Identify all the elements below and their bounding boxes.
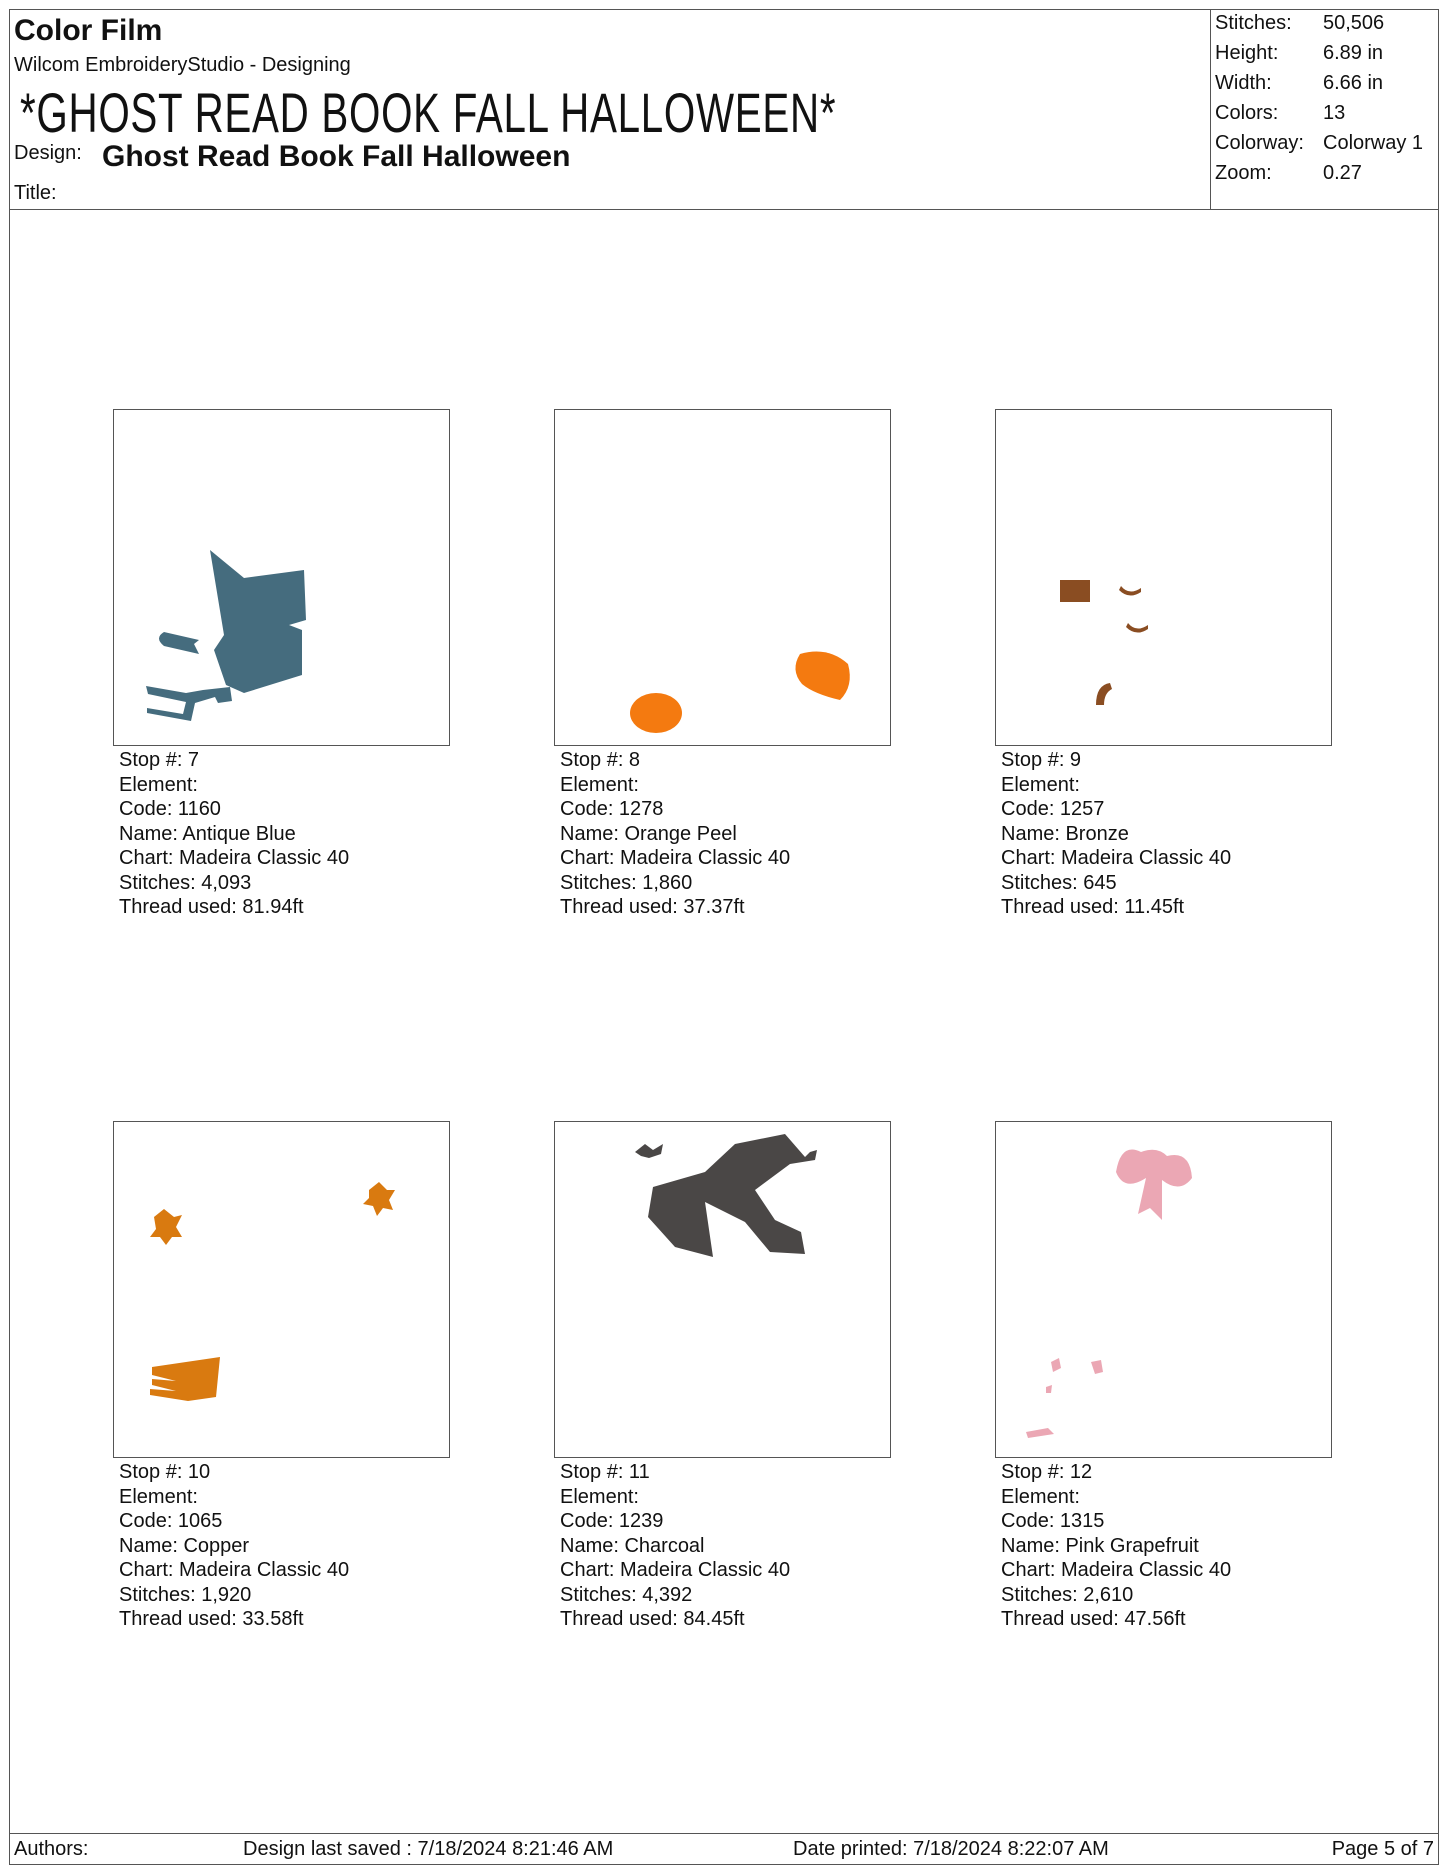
stitch-preview <box>995 1121 1332 1458</box>
stop-stitches: Stitches: 4,392 <box>560 1583 693 1606</box>
stop-name: Name: Orange Peel <box>560 822 737 845</box>
thread-shape-icon <box>630 651 850 733</box>
stat-label: Width: <box>1215 72 1272 94</box>
stop-thread: Thread used: 84.45ft <box>560 1608 745 1630</box>
color-stop-card: Stop #: 12 Element: Code: 1315 Name: Pink G… <box>995 1121 1335 1632</box>
stop-chart: Chart: Madeira Classic 40 <box>560 847 791 869</box>
stop-stitches: Stitches: 1,860 <box>560 871 693 894</box>
stop-stop: Stop #: 8 <box>560 749 641 771</box>
footer: Authors: Design last saved : 7/18/2024 8… <box>10 1833 1438 1865</box>
stop-name: Name: Copper <box>119 1534 250 1557</box>
stop-stop: Stop #: 10 <box>119 1461 211 1483</box>
stop-element: Element: <box>119 1485 198 1508</box>
stop-chart: Chart: Madeira Classic 40 <box>1001 847 1232 869</box>
stop-thread: Thread used: 33.58ft <box>119 1608 304 1630</box>
stop-chart: Chart: Madeira Classic 40 <box>1001 1559 1232 1581</box>
stop-thread: Thread used: 81.94ft <box>119 896 304 918</box>
stop-thread: Thread used: 47.56ft <box>1001 1608 1186 1630</box>
stop-thread: Thread used: 11.45ft <box>1001 896 1185 918</box>
color-stop-card: Stop #: 9 Element: Code: 1257 Name: Bronze C… <box>995 409 1335 920</box>
color-film-page: Color Film Wilcom EmbroideryStudio - Des… <box>9 9 1439 1865</box>
stop-element: Element: <box>560 773 639 796</box>
stop-stitches: Stitches: 4,093 <box>119 871 252 894</box>
stop-name: Name: Bronze <box>1001 822 1129 845</box>
stop-element: Element: <box>1001 1485 1080 1508</box>
color-stop-card: Stop #: 8 Element: Code: 1278 Name: Orange … <box>554 409 894 920</box>
stitch-preview <box>554 409 891 746</box>
stat-value: 50,506 <box>1323 12 1385 34</box>
stop-name: Name: Pink Grapefruit <box>1001 1534 1199 1557</box>
stat-value: 6.89 in <box>1323 42 1384 64</box>
design-big-title: *GHOST READ BOOK FALL HALLOWEEN* <box>20 81 837 144</box>
stitch-preview <box>554 1121 891 1458</box>
stop-name: Name: Charcoal <box>560 1534 705 1557</box>
stop-stitches: Stitches: 2,610 <box>1001 1583 1134 1606</box>
stat-value: 0.27 <box>1323 162 1362 184</box>
stat-label: Stitches: <box>1215 12 1292 34</box>
thread-shape-icon <box>1026 1149 1192 1438</box>
color-stop-card: Stop #: 11 Element: Code: 1239 Name: Charco… <box>554 1121 894 1632</box>
stat-label: Height: <box>1215 42 1279 64</box>
stop-stitches: Stitches: 645 <box>1001 871 1117 894</box>
stat-zoom: Zoom: 0.27 <box>1215 162 1362 185</box>
stat-height: Height: 6.89 in <box>1215 42 1383 65</box>
thread-shape-icon <box>1060 580 1148 705</box>
stop-name: Name: Antique Blue <box>119 822 296 845</box>
thread-shape-icon <box>150 1182 395 1401</box>
app-name: Wilcom EmbroideryStudio - Designing <box>14 54 351 76</box>
stat-value: 6.66 in <box>1323 72 1384 94</box>
design-label: Design: <box>14 142 82 164</box>
stitch-preview <box>113 1121 450 1458</box>
design-name: Ghost Read Book Fall Halloween <box>102 140 571 173</box>
last-saved: Design last saved : 7/18/2024 8:21:46 AM <box>243 1838 614 1860</box>
stop-thread: Thread used: 37.37ft <box>560 896 745 918</box>
stop-stop: Stop #: 9 <box>1001 749 1082 771</box>
stop-code: Code: 1239 <box>560 1510 664 1532</box>
stop-chart: Chart: Madeira Classic 40 <box>119 847 350 869</box>
stop-chart: Chart: Madeira Classic 40 <box>560 1559 791 1581</box>
authors-label: Authors: <box>14 1838 89 1860</box>
stop-code: Code: 1065 <box>119 1510 223 1532</box>
report-title: Color Film <box>14 14 163 47</box>
stop-stop: Stop #: 7 <box>119 749 200 771</box>
stop-element: Element: <box>1001 773 1080 796</box>
stat-value: 13 <box>1323 102 1346 124</box>
page-number: Page 5 of 7 <box>1331 1838 1434 1860</box>
stat-label: Colorway: <box>1215 132 1304 154</box>
stop-code: Code: 1315 <box>1001 1510 1105 1532</box>
stop-element: Element: <box>560 1485 639 1508</box>
stop-stitches: Stitches: 1,920 <box>119 1583 252 1606</box>
stitch-preview <box>995 409 1332 746</box>
stop-code: Code: 1278 <box>560 798 664 820</box>
header: Color Film Wilcom EmbroideryStudio - Des… <box>10 10 1438 210</box>
stat-colorway: Colorway: Colorway 1 <box>1215 132 1423 155</box>
stop-stop: Stop #: 11 <box>560 1461 650 1483</box>
title-label: Title: <box>14 182 57 204</box>
stat-label: Colors: <box>1215 102 1279 124</box>
stitch-preview <box>113 409 450 746</box>
stop-chart: Chart: Madeira Classic 40 <box>119 1559 350 1581</box>
stat-stitches: Stitches: 50,506 <box>1215 12 1384 35</box>
thread-shape-icon <box>146 550 306 721</box>
stop-code: Code: 1257 <box>1001 798 1105 820</box>
stat-value: Colorway 1 <box>1323 132 1424 154</box>
stop-code: Code: 1160 <box>119 798 221 820</box>
date-printed: Date printed: 7/18/2024 8:22:07 AM <box>793 1838 1109 1860</box>
stat-colors: Colors: 13 <box>1215 102 1345 125</box>
stats-panel: Stitches: 50,506 Height: 6.89 in Width: 6.6… <box>1210 10 1438 209</box>
stop-stop: Stop #: 12 <box>1001 1461 1093 1483</box>
color-stop-card: Stop #: 10 Element: Code: 1065 Name: Copper… <box>113 1121 453 1632</box>
stat-width: Width: 6.66 in <box>1215 72 1383 95</box>
stat-label: Zoom: <box>1215 162 1272 184</box>
thread-shape-icon <box>635 1134 817 1257</box>
color-stop-card: Stop #: 7 Element: Code: 1160 Name: Antique… <box>113 409 453 920</box>
stop-element: Element: <box>119 773 198 796</box>
